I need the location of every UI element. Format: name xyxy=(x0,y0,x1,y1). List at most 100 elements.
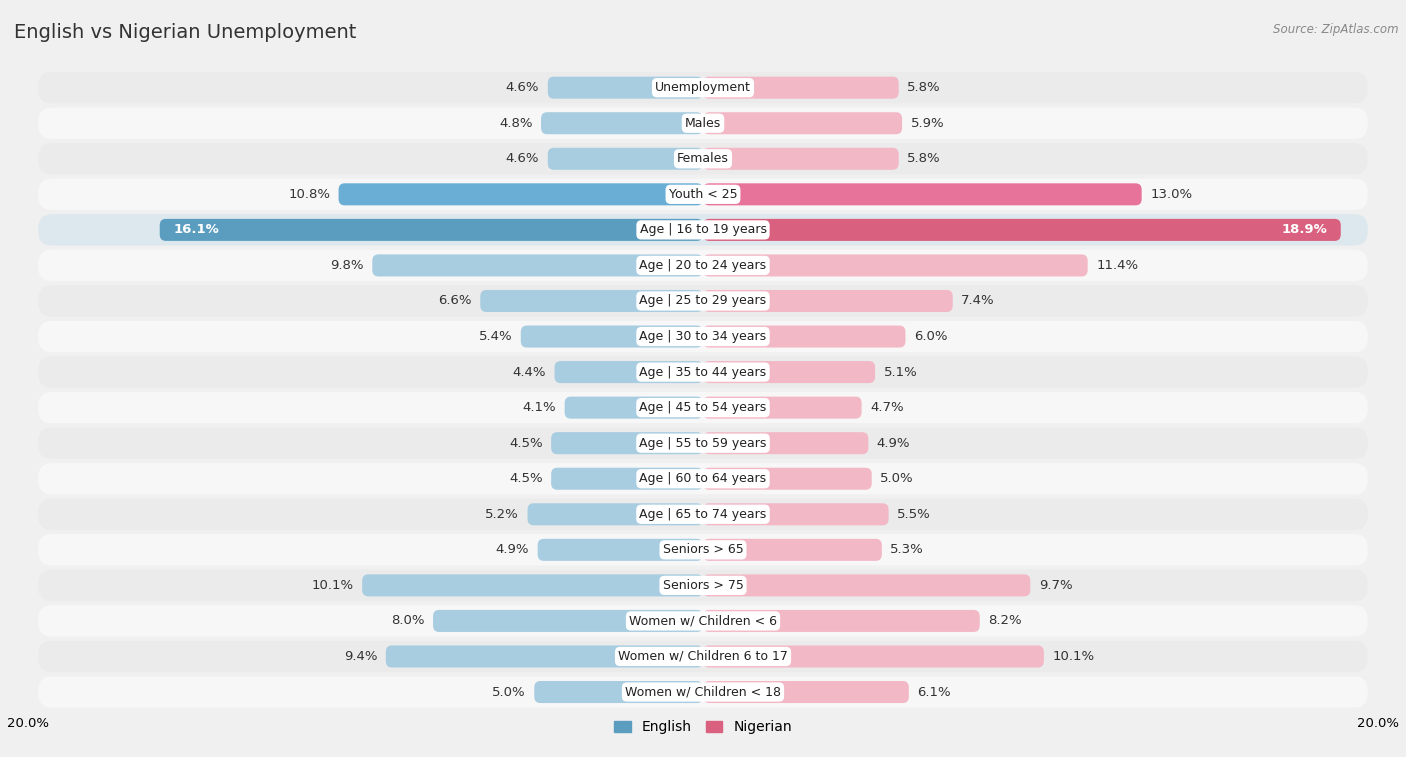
Text: 9.4%: 9.4% xyxy=(344,650,377,663)
Text: Age | 20 to 24 years: Age | 20 to 24 years xyxy=(640,259,766,272)
Text: 5.0%: 5.0% xyxy=(492,686,526,699)
FancyBboxPatch shape xyxy=(38,570,1368,601)
FancyBboxPatch shape xyxy=(565,397,703,419)
Text: 10.1%: 10.1% xyxy=(312,579,354,592)
Text: 5.2%: 5.2% xyxy=(485,508,519,521)
FancyBboxPatch shape xyxy=(551,468,703,490)
FancyBboxPatch shape xyxy=(703,503,889,525)
Text: Age | 45 to 54 years: Age | 45 to 54 years xyxy=(640,401,766,414)
Text: 6.6%: 6.6% xyxy=(439,294,472,307)
FancyBboxPatch shape xyxy=(554,361,703,383)
FancyBboxPatch shape xyxy=(527,503,703,525)
FancyBboxPatch shape xyxy=(703,326,905,347)
FancyBboxPatch shape xyxy=(38,641,1368,672)
FancyBboxPatch shape xyxy=(38,534,1368,565)
FancyBboxPatch shape xyxy=(38,428,1368,459)
FancyBboxPatch shape xyxy=(703,681,908,703)
Text: Unemployment: Unemployment xyxy=(655,81,751,94)
FancyBboxPatch shape xyxy=(38,285,1368,316)
Text: 9.7%: 9.7% xyxy=(1039,579,1073,592)
FancyBboxPatch shape xyxy=(38,463,1368,494)
Text: 4.5%: 4.5% xyxy=(509,472,543,485)
Text: 4.6%: 4.6% xyxy=(506,81,540,94)
Text: 5.3%: 5.3% xyxy=(890,544,924,556)
FancyBboxPatch shape xyxy=(38,250,1368,281)
Text: 5.5%: 5.5% xyxy=(897,508,931,521)
Text: 5.9%: 5.9% xyxy=(911,117,945,129)
Text: 9.8%: 9.8% xyxy=(330,259,364,272)
Text: Women w/ Children < 6: Women w/ Children < 6 xyxy=(628,615,778,628)
Text: Age | 30 to 34 years: Age | 30 to 34 years xyxy=(640,330,766,343)
Text: 4.6%: 4.6% xyxy=(506,152,540,165)
Text: 6.1%: 6.1% xyxy=(917,686,950,699)
Text: 10.1%: 10.1% xyxy=(1052,650,1094,663)
Text: Females: Females xyxy=(678,152,728,165)
FancyBboxPatch shape xyxy=(38,357,1368,388)
Text: 8.0%: 8.0% xyxy=(391,615,425,628)
Text: 4.9%: 4.9% xyxy=(496,544,529,556)
Text: 5.4%: 5.4% xyxy=(478,330,512,343)
FancyBboxPatch shape xyxy=(703,575,1031,597)
Text: 5.8%: 5.8% xyxy=(907,81,941,94)
FancyBboxPatch shape xyxy=(38,499,1368,530)
FancyBboxPatch shape xyxy=(534,681,703,703)
Text: 4.8%: 4.8% xyxy=(499,117,533,129)
Text: 16.1%: 16.1% xyxy=(173,223,219,236)
FancyBboxPatch shape xyxy=(703,646,1043,668)
Text: Age | 25 to 29 years: Age | 25 to 29 years xyxy=(640,294,766,307)
Legend: English, Nigerian: English, Nigerian xyxy=(609,715,797,740)
Text: Women w/ Children 6 to 17: Women w/ Children 6 to 17 xyxy=(619,650,787,663)
Text: 11.4%: 11.4% xyxy=(1097,259,1139,272)
Text: 8.2%: 8.2% xyxy=(988,615,1022,628)
FancyBboxPatch shape xyxy=(38,72,1368,103)
Text: 4.4%: 4.4% xyxy=(513,366,546,378)
FancyBboxPatch shape xyxy=(703,468,872,490)
Text: Age | 55 to 59 years: Age | 55 to 59 years xyxy=(640,437,766,450)
FancyBboxPatch shape xyxy=(703,290,953,312)
Text: 10.8%: 10.8% xyxy=(288,188,330,201)
Text: 7.4%: 7.4% xyxy=(962,294,995,307)
FancyBboxPatch shape xyxy=(38,214,1368,245)
Text: 5.0%: 5.0% xyxy=(880,472,914,485)
FancyBboxPatch shape xyxy=(481,290,703,312)
FancyBboxPatch shape xyxy=(703,112,903,134)
Text: Seniors > 75: Seniors > 75 xyxy=(662,579,744,592)
FancyBboxPatch shape xyxy=(385,646,703,668)
Text: Age | 16 to 19 years: Age | 16 to 19 years xyxy=(640,223,766,236)
FancyBboxPatch shape xyxy=(38,179,1368,210)
FancyBboxPatch shape xyxy=(551,432,703,454)
FancyBboxPatch shape xyxy=(703,219,1341,241)
Text: Women w/ Children < 18: Women w/ Children < 18 xyxy=(626,686,780,699)
Text: 4.7%: 4.7% xyxy=(870,401,904,414)
Text: 18.9%: 18.9% xyxy=(1281,223,1327,236)
FancyBboxPatch shape xyxy=(38,107,1368,139)
FancyBboxPatch shape xyxy=(160,219,703,241)
FancyBboxPatch shape xyxy=(703,148,898,170)
FancyBboxPatch shape xyxy=(537,539,703,561)
FancyBboxPatch shape xyxy=(520,326,703,347)
Text: 5.8%: 5.8% xyxy=(907,152,941,165)
FancyBboxPatch shape xyxy=(703,432,869,454)
FancyBboxPatch shape xyxy=(548,148,703,170)
FancyBboxPatch shape xyxy=(703,254,1088,276)
Text: Age | 35 to 44 years: Age | 35 to 44 years xyxy=(640,366,766,378)
Text: Age | 60 to 64 years: Age | 60 to 64 years xyxy=(640,472,766,485)
FancyBboxPatch shape xyxy=(38,321,1368,352)
FancyBboxPatch shape xyxy=(703,397,862,419)
FancyBboxPatch shape xyxy=(703,539,882,561)
FancyBboxPatch shape xyxy=(38,677,1368,708)
FancyBboxPatch shape xyxy=(433,610,703,632)
FancyBboxPatch shape xyxy=(373,254,703,276)
Text: 13.0%: 13.0% xyxy=(1150,188,1192,201)
FancyBboxPatch shape xyxy=(38,392,1368,423)
Text: Youth < 25: Youth < 25 xyxy=(669,188,737,201)
Text: Age | 65 to 74 years: Age | 65 to 74 years xyxy=(640,508,766,521)
FancyBboxPatch shape xyxy=(703,183,1142,205)
Text: 4.1%: 4.1% xyxy=(523,401,557,414)
Text: English vs Nigerian Unemployment: English vs Nigerian Unemployment xyxy=(14,23,357,42)
Text: 4.9%: 4.9% xyxy=(877,437,910,450)
FancyBboxPatch shape xyxy=(541,112,703,134)
Text: 6.0%: 6.0% xyxy=(914,330,948,343)
FancyBboxPatch shape xyxy=(548,76,703,98)
Text: Source: ZipAtlas.com: Source: ZipAtlas.com xyxy=(1274,23,1399,36)
